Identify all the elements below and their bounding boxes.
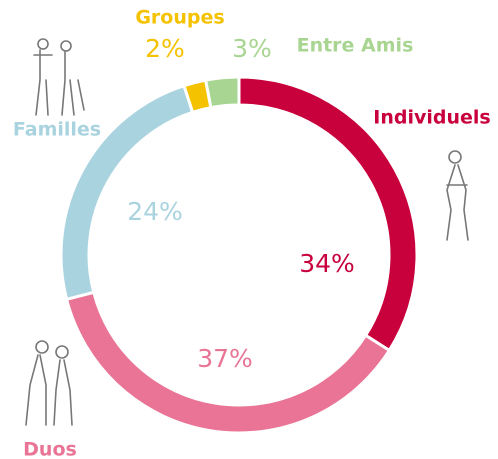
- category-label: Familles: [13, 119, 101, 141]
- value-label: 3%: [232, 34, 272, 63]
- duo-head: [56, 346, 68, 358]
- page: {"chart_data": {"type": "donut", "catego…: [0, 0, 498, 459]
- donut-slice: [206, 77, 239, 108]
- category-label: Duos: [23, 439, 77, 459]
- value-label: 37%: [197, 344, 253, 373]
- individual-figure: [447, 165, 468, 240]
- category-label: Individuels: [373, 107, 490, 129]
- family-head: [38, 39, 48, 49]
- value-label: 34%: [299, 249, 355, 278]
- family-figure: [34, 50, 84, 115]
- category-label: Groupes: [135, 7, 224, 29]
- individual-head: [449, 151, 461, 163]
- value-label: 2%: [145, 34, 185, 63]
- category-label: Entre Amis: [297, 35, 414, 57]
- duo-head: [36, 341, 48, 353]
- chart: Individuels 34% Duos 37% Familles 24% Groupes 2…: [0, 0, 498, 459]
- family-head: [61, 41, 71, 51]
- duo-figure: [26, 355, 72, 425]
- value-label: 24%: [127, 197, 183, 226]
